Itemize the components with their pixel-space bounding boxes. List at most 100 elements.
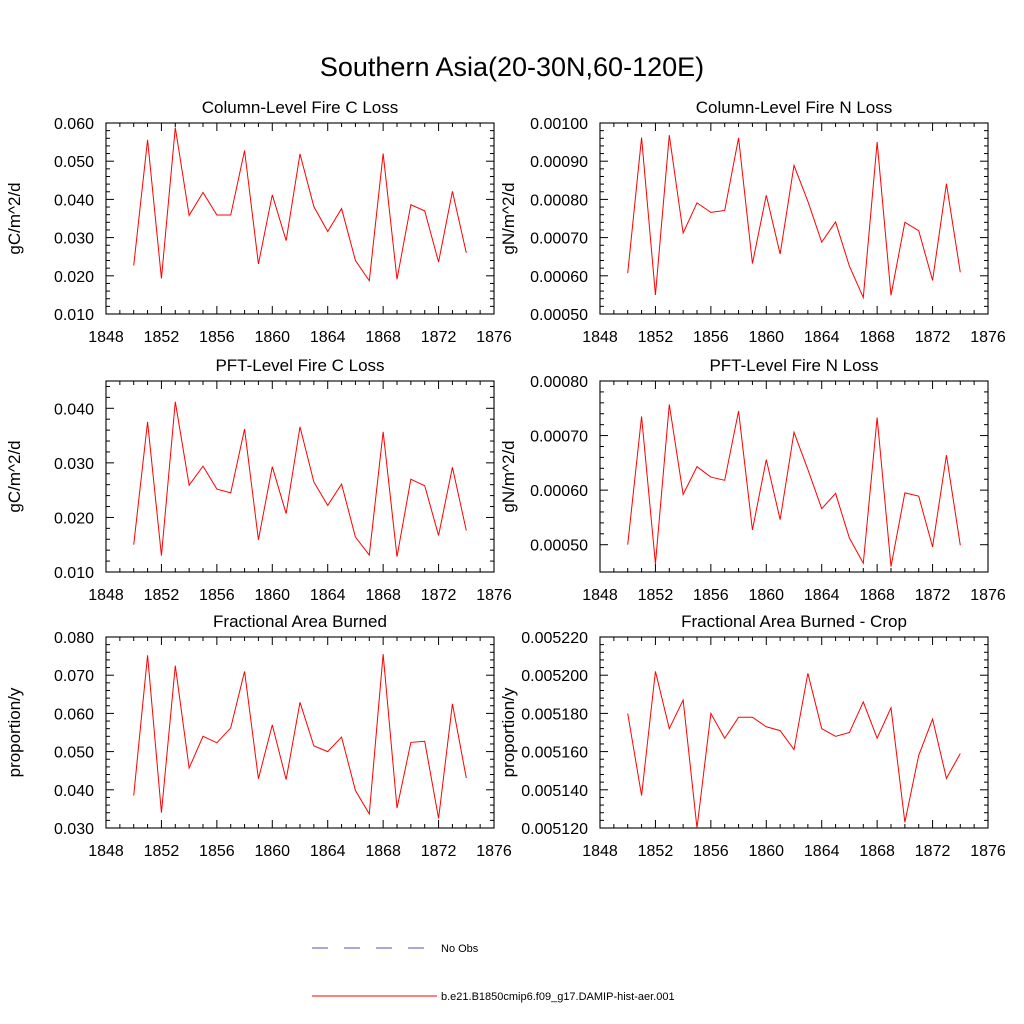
plot-frame <box>105 636 495 829</box>
panel-title: Column-Level Fire C Loss <box>202 98 399 117</box>
y-tick-label: 0.040 <box>54 783 94 800</box>
x-tick-label: 1864 <box>804 843 840 860</box>
y-tick-label: 0.050 <box>54 745 94 762</box>
plot-frame <box>105 380 495 573</box>
x-tick-label: 1852 <box>144 843 180 860</box>
chart-panel: 1848 1852 1856 1860 1864 1868 1872 1876 0.00050 0… <box>499 98 1006 346</box>
y-tick-label: 0.010 <box>54 565 94 582</box>
y-tick-label: 0.010 <box>54 307 94 324</box>
x-tick-label: 1868 <box>365 587 401 604</box>
y-tick-label: 0.00060 <box>530 483 588 500</box>
chart-panel: 1848 1852 1856 1860 1864 1868 1872 1876 0.00050 0… <box>499 356 1006 604</box>
y-tick-label: 0.050 <box>54 154 94 171</box>
chart-panel: 1848 1852 1856 1860 1864 1868 1872 1876 0.030 0.0… <box>5 612 512 860</box>
y-tick-label: 0.040 <box>54 192 94 209</box>
x-tick-label: 1848 <box>88 587 124 604</box>
legend: No Obs b.e21.B1850cmip6.f09_g17.DAMIP-his… <box>312 943 675 1003</box>
x-tick-label: 1848 <box>88 329 124 346</box>
x-tick-label: 1852 <box>638 587 674 604</box>
x-tick-label: 1852 <box>144 329 180 346</box>
y-tick-label: 0.070 <box>54 668 94 685</box>
y-tick-label: 0.00080 <box>530 192 588 209</box>
x-tick-label: 1860 <box>254 587 290 604</box>
chart-panels: 1848 1852 1856 1860 1864 1868 1872 1876 0.010 0.0… <box>5 98 1006 860</box>
x-tick-label: 1856 <box>199 329 235 346</box>
x-tick-label: 1868 <box>365 329 401 346</box>
series-line <box>627 135 961 300</box>
y-tick-label: 0.005140 <box>521 783 588 800</box>
y-tick-label: 0.060 <box>54 116 94 133</box>
x-tick-label: 1864 <box>804 587 840 604</box>
y-tick-label: 0.00050 <box>530 538 588 555</box>
x-tick-label: 1856 <box>693 587 729 604</box>
panel-title: Column-Level Fire N Loss <box>696 98 893 117</box>
x-tick-label: 1868 <box>859 843 895 860</box>
plot-frame <box>599 380 989 573</box>
x-tick-label: 1856 <box>199 843 235 860</box>
x-tick-label: 1872 <box>915 843 951 860</box>
y-tick-label: 0.005120 <box>521 821 588 838</box>
x-tick-label: 1860 <box>748 843 784 860</box>
series-line <box>627 404 961 567</box>
y-tick-label: 0.005220 <box>521 630 588 647</box>
y-axis-label: gN/m^2/d <box>499 440 518 512</box>
x-tick-label: 1848 <box>582 329 618 346</box>
x-tick-label: 1864 <box>310 329 346 346</box>
y-tick-label: 0.080 <box>54 630 94 647</box>
x-tick-label: 1876 <box>970 843 1006 860</box>
x-tick-label: 1864 <box>804 329 840 346</box>
y-tick-label: 0.030 <box>54 231 94 248</box>
x-tick-label: 1872 <box>421 329 457 346</box>
x-tick-label: 1852 <box>144 587 180 604</box>
x-tick-label: 1860 <box>254 843 290 860</box>
y-axis-label: gN/m^2/d <box>499 182 518 254</box>
panel-title: Fractional Area Burned - Crop <box>681 612 907 631</box>
y-tick-label: 0.005200 <box>521 668 588 685</box>
y-axis-label: proportion/y <box>5 687 24 777</box>
x-tick-label: 1868 <box>859 329 895 346</box>
panel-title: PFT-Level Fire N Loss <box>709 356 878 375</box>
y-tick-label: 0.00100 <box>530 116 588 133</box>
y-tick-label: 0.00070 <box>530 429 588 446</box>
series-line <box>133 127 467 283</box>
chart-panel: 1848 1852 1856 1860 1864 1868 1872 1876 0.010 0.0… <box>5 98 512 346</box>
x-tick-label: 1872 <box>421 587 457 604</box>
x-tick-label: 1864 <box>310 843 346 860</box>
y-tick-label: 0.005160 <box>521 745 588 762</box>
y-tick-label: 0.00090 <box>530 154 588 171</box>
x-tick-label: 1856 <box>693 329 729 346</box>
x-tick-label: 1852 <box>638 843 674 860</box>
x-tick-label: 1864 <box>310 587 346 604</box>
x-tick-label: 1876 <box>476 843 512 860</box>
x-tick-label: 1848 <box>582 843 618 860</box>
y-tick-label: 0.00070 <box>530 231 588 248</box>
x-tick-label: 1856 <box>693 843 729 860</box>
x-tick-label: 1876 <box>476 329 512 346</box>
x-tick-label: 1872 <box>421 843 457 860</box>
series-line <box>627 671 961 829</box>
series-line <box>133 401 467 557</box>
y-tick-label: 0.00080 <box>530 374 588 391</box>
plot-frame <box>599 636 989 829</box>
y-axis-label: proportion/y <box>499 687 518 777</box>
x-tick-label: 1856 <box>199 587 235 604</box>
chart-panel: 1848 1852 1856 1860 1864 1868 1872 1876 0.010 0.0… <box>5 356 512 604</box>
x-tick-label: 1860 <box>254 329 290 346</box>
x-tick-label: 1872 <box>915 587 951 604</box>
x-tick-label: 1848 <box>582 587 618 604</box>
x-tick-label: 1860 <box>748 329 784 346</box>
x-tick-label: 1848 <box>88 843 124 860</box>
x-tick-label: 1876 <box>476 587 512 604</box>
plot-frame <box>599 122 989 315</box>
y-axis-label: gC/m^2/d <box>5 440 24 512</box>
y-tick-label: 0.00060 <box>530 269 588 286</box>
chart-panel: 1848 1852 1856 1860 1864 1868 1872 1876 0.005120… <box>499 612 1006 860</box>
y-tick-label: 0.040 <box>54 401 94 418</box>
panel-title: PFT-Level Fire C Loss <box>215 356 384 375</box>
x-tick-label: 1868 <box>859 587 895 604</box>
y-tick-label: 0.030 <box>54 456 94 473</box>
figure-title: Southern Asia(20-30N,60-120E) <box>320 52 704 82</box>
plot-frame <box>105 122 495 315</box>
x-tick-label: 1876 <box>970 329 1006 346</box>
